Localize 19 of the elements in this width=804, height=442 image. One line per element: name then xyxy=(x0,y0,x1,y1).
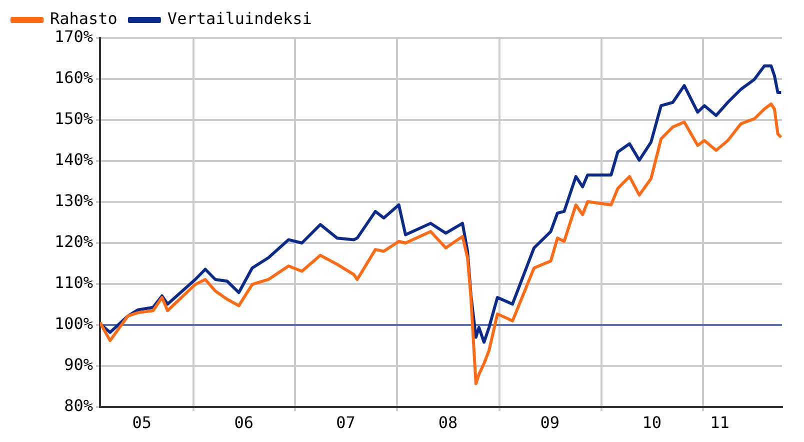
y-tick-label: 150% xyxy=(54,109,94,128)
legend-label: Vertailuindeksi xyxy=(167,9,312,28)
y-tick-label: 100% xyxy=(54,314,94,334)
x-tick-label: 06 xyxy=(234,412,254,432)
legend-label: Rahasto xyxy=(50,9,118,28)
y-tick-label: 170% xyxy=(54,27,94,46)
x-tick-label: 07 xyxy=(336,412,356,432)
x-tick-label: 08 xyxy=(438,412,458,432)
y-tick-label: 130% xyxy=(54,191,94,210)
y-tick-label: 120% xyxy=(54,232,94,252)
x-tick-label: 05 xyxy=(132,412,152,432)
x-tick-label: 09 xyxy=(540,412,560,432)
y-tick-label: 80% xyxy=(64,396,94,416)
y-tick-label: 140% xyxy=(54,150,94,170)
x-tick-label: 10 xyxy=(642,412,662,432)
x-tick-label: 11 xyxy=(710,412,730,432)
y-tick-label: 110% xyxy=(54,273,94,292)
y-tick-label: 160% xyxy=(54,68,94,88)
y-tick-label: 90% xyxy=(64,355,94,374)
